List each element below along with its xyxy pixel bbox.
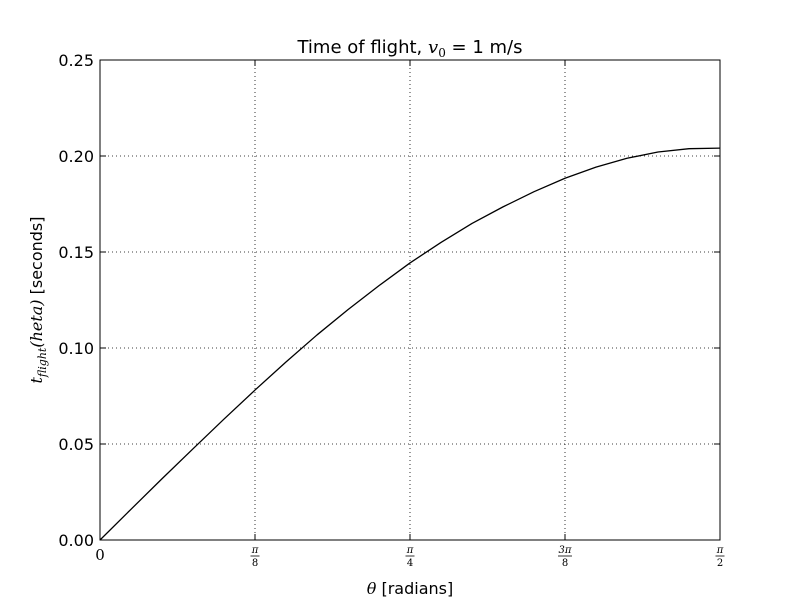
series-layer: [99, 147, 721, 541]
chart-title: Time of flight, v0 = 1 m/s: [296, 37, 522, 60]
y-tick-label: 0.00: [58, 531, 94, 550]
y-tick-label: 0.25: [58, 51, 94, 70]
chart-title-var: v: [428, 37, 438, 58]
y-tick-label: 0.10: [58, 339, 94, 358]
y-axis-label: tflight(heta) [seconds]: [27, 216, 49, 383]
chart-title-rest: = 1 m/s: [446, 37, 523, 58]
x-tick-label-den: 8: [562, 558, 568, 569]
y-tick-label: 0.05: [58, 435, 94, 454]
x-axis-label: θ [radians]: [367, 579, 453, 598]
chart-title-prefix: Time of flight,: [296, 37, 428, 58]
x-tick-label-num: π: [251, 545, 259, 556]
y-axis-label-rest: [seconds]: [27, 216, 46, 299]
y-axis-label-arg: (heta): [27, 299, 46, 347]
y-tick-label: 0.20: [58, 147, 94, 166]
x-tick-label-den: 2: [717, 558, 723, 569]
grid-layer: [100, 60, 721, 540]
y-tick-label: 0.15: [58, 243, 94, 262]
x-tick-label-num: 3π: [559, 545, 572, 556]
x-tick-label: 0: [95, 546, 105, 564]
y-axis-label-var: t: [27, 377, 46, 384]
x-axis-label-rest: [radians]: [376, 579, 453, 598]
x-tick-label-num: π: [406, 545, 414, 556]
tick-layer: 0 π 8 π 4 3π 8 π 2 0.00 0.05 0.10 0.15 0.20 0.25: [58, 51, 725, 569]
chart-title-sub: 0: [438, 46, 446, 60]
x-tick-label-den: 4: [407, 558, 413, 569]
series-line: [99, 147, 721, 541]
x-tick-label-num: π: [716, 545, 724, 556]
y-axis-label-sub: flight: [36, 347, 49, 378]
x-axis-label-symbol: θ: [367, 579, 377, 598]
x-tick-label-den: 8: [252, 558, 258, 569]
